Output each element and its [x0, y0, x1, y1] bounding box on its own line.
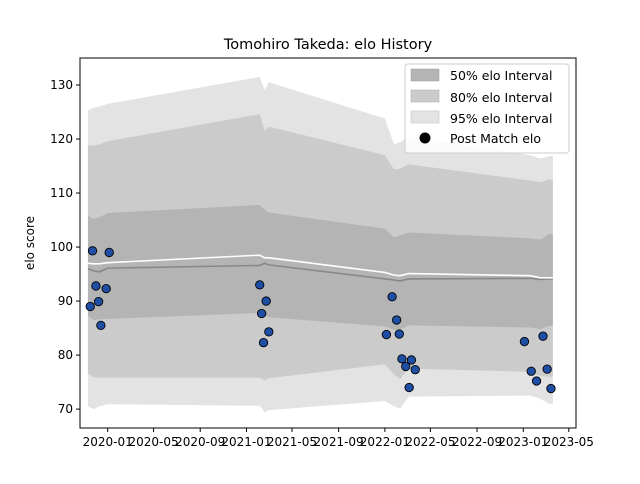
- post-match-point-18: [401, 361, 411, 372]
- post-match-point-23: [526, 366, 536, 376]
- x-tick-label-2021-05: 2021-05: [267, 435, 317, 449]
- post-match-point-20: [406, 355, 417, 365]
- x-tick-label-2023-01: 2023-01: [498, 435, 548, 449]
- plot-frame: [79, 57, 577, 429]
- y-tick-label-90: 90: [58, 294, 73, 308]
- post-match-point-2: [87, 246, 98, 256]
- post-match-point-19: [404, 382, 414, 393]
- x-tick-label-2021-09: 2021-09: [314, 435, 364, 449]
- y-axis: 70 80 90 100 110 120 130: [50, 78, 80, 416]
- post-match-point-11: [261, 296, 271, 306]
- x-tick-label-2022-09: 2022-09: [452, 435, 502, 449]
- x-tick-label-2020-09: 2020-09: [175, 435, 225, 449]
- legend-label-95: 95% elo Interval: [450, 111, 552, 126]
- y-tick-label-70: 70: [58, 402, 73, 416]
- post-match-point-3: [91, 281, 101, 291]
- post-match-points: [85, 246, 556, 394]
- post-match-point-8: [255, 280, 265, 290]
- x-tick-label-2021-01: 2021-01: [221, 435, 271, 449]
- legend: 50% elo Interval 80% elo Interval 95% el…: [404, 63, 570, 154]
- y-tick-label-130: 130: [50, 78, 73, 92]
- legend-label-80: 80% elo Interval: [450, 90, 552, 105]
- x-tick-label-2020-05: 2020-05: [128, 435, 178, 449]
- x-tick-label-2020-01: 2020-01: [83, 435, 133, 449]
- legend-marker-post-match: [419, 132, 431, 144]
- post-match-point-13: [381, 329, 392, 340]
- post-match-point-1: [85, 301, 95, 312]
- elo-lines: [87, 254, 553, 282]
- post-match-point-4: [93, 296, 104, 307]
- post-match-point-6: [101, 283, 111, 294]
- y-tick-label-100: 100: [50, 240, 73, 254]
- post-match-point-9: [256, 308, 267, 319]
- post-match-point-17: [397, 354, 407, 364]
- post-match-point-21: [410, 365, 420, 375]
- post-match-point-24: [531, 376, 542, 386]
- mean-line: [87, 254, 553, 279]
- x-axis: 2020-012020-052020-092021-012021-052021-…: [83, 428, 594, 449]
- median-line: [87, 262, 553, 282]
- legend-swatch-50: [410, 68, 440, 82]
- band-50: [87, 204, 553, 330]
- post-match-point-15: [391, 315, 402, 325]
- chart-title: Tomohiro Takeda: elo History: [223, 37, 433, 53]
- post-match-point-5: [96, 320, 106, 331]
- post-match-point-16: [394, 329, 404, 339]
- post-match-point-14: [387, 292, 397, 302]
- post-match-point-26: [542, 364, 552, 374]
- legend-label-50: 50% elo Interval: [450, 68, 552, 83]
- x-tick-label-2022-01: 2022-01: [360, 435, 410, 449]
- post-match-point-22: [519, 336, 530, 347]
- x-tick-label-2023-05: 2023-05: [544, 435, 594, 449]
- legend-swatch-80: [410, 89, 440, 103]
- post-match-point-7: [104, 247, 114, 258]
- interval-bands: [87, 76, 553, 413]
- post-match-point-10: [258, 338, 269, 348]
- post-match-point-25: [538, 331, 548, 341]
- post-match-point-27: [546, 383, 556, 394]
- x-tick-label-2022-05: 2022-05: [405, 435, 455, 449]
- y-axis-label: elo score: [23, 216, 37, 270]
- legend-label-post-match: Post Match elo: [450, 131, 541, 146]
- post-match-point-12: [264, 327, 274, 337]
- legend-box: [404, 63, 570, 154]
- legend-swatch-95: [410, 110, 440, 124]
- y-tick-label-110: 110: [50, 186, 73, 200]
- y-tick-label-80: 80: [58, 348, 73, 362]
- y-tick-label-120: 120: [50, 132, 73, 146]
